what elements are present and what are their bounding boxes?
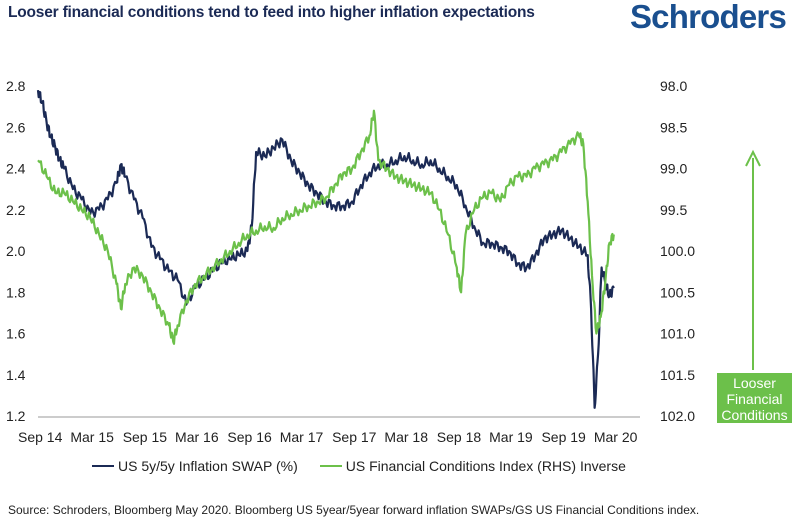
- y-left-tick-label: 2.6: [6, 119, 26, 135]
- y-left-tick-label: 1.2: [6, 408, 26, 424]
- y-left-tick-label: 2.0: [6, 243, 26, 259]
- chart-legend: US 5y/5y Inflation SWAP (%) US Financial…: [92, 458, 626, 474]
- legend-label-inflation-swap: US 5y/5y Inflation SWAP (%): [118, 458, 298, 474]
- y-right-tick-label: 99.0: [660, 161, 687, 177]
- y-left-tick-label: 1.4: [6, 367, 26, 383]
- x-tick-label: Mar 17: [280, 429, 324, 445]
- series-line-financial-conditions: [37, 109, 615, 345]
- legend-label-financial-conditions: US Financial Conditions Index (RHS) Inve…: [345, 458, 626, 474]
- y-left-tick-label: 2.2: [6, 202, 26, 218]
- y-right-tick-label: 100.0: [660, 243, 695, 259]
- x-tick-label: Mar 19: [489, 429, 533, 445]
- x-tick-label: Sep 18: [437, 429, 482, 445]
- x-tick-label: Sep 15: [123, 429, 168, 445]
- y-right-tick-label: 100.5: [660, 284, 695, 300]
- series-line-inflation-swap: [36, 89, 615, 409]
- legend-item-financial-conditions: US Financial Conditions Index (RHS) Inve…: [319, 458, 626, 474]
- y-left-tick-label: 2.4: [6, 161, 26, 177]
- y-left-tick-label: 2.8: [6, 78, 26, 94]
- y-left-tick-label: 1.6: [6, 326, 26, 342]
- y-right-tick-label: 99.5: [660, 202, 687, 218]
- looser-conditions-callout: Looser Financial Conditions: [717, 373, 792, 423]
- legend-swatch-navy: [92, 465, 114, 467]
- x-tick-label: Mar 18: [384, 429, 428, 445]
- x-tick-label: Mar 20: [594, 429, 638, 445]
- source-note: Source: Schroders, Bloomberg May 2020. B…: [8, 503, 700, 517]
- x-tick-label: Sep 19: [541, 429, 586, 445]
- looser-conditions-arrow-head: [745, 149, 761, 167]
- x-tick-label: Mar 15: [70, 429, 114, 445]
- chart-title: Looser financial conditions tend to feed…: [8, 4, 535, 21]
- legend-swatch-green: [319, 465, 342, 467]
- y-right-tick-label: 102.0: [660, 408, 695, 424]
- y-right-tick-label: 98.5: [660, 119, 687, 135]
- x-tick-label: Sep 14: [18, 429, 63, 445]
- y-left-tick-label: 1.8: [6, 284, 26, 300]
- y-right-tick-label: 98.0: [660, 78, 687, 94]
- legend-item-inflation-swap: US 5y/5y Inflation SWAP (%): [92, 458, 298, 474]
- x-tick-label: Mar 16: [175, 429, 219, 445]
- x-tick-label: Sep 17: [332, 429, 377, 445]
- x-tick-label: Sep 16: [227, 429, 272, 445]
- y-right-tick-label: 101.0: [660, 326, 695, 342]
- y-right-tick-label: 101.5: [660, 367, 695, 383]
- brand-logo: Schroders: [629, 0, 787, 35]
